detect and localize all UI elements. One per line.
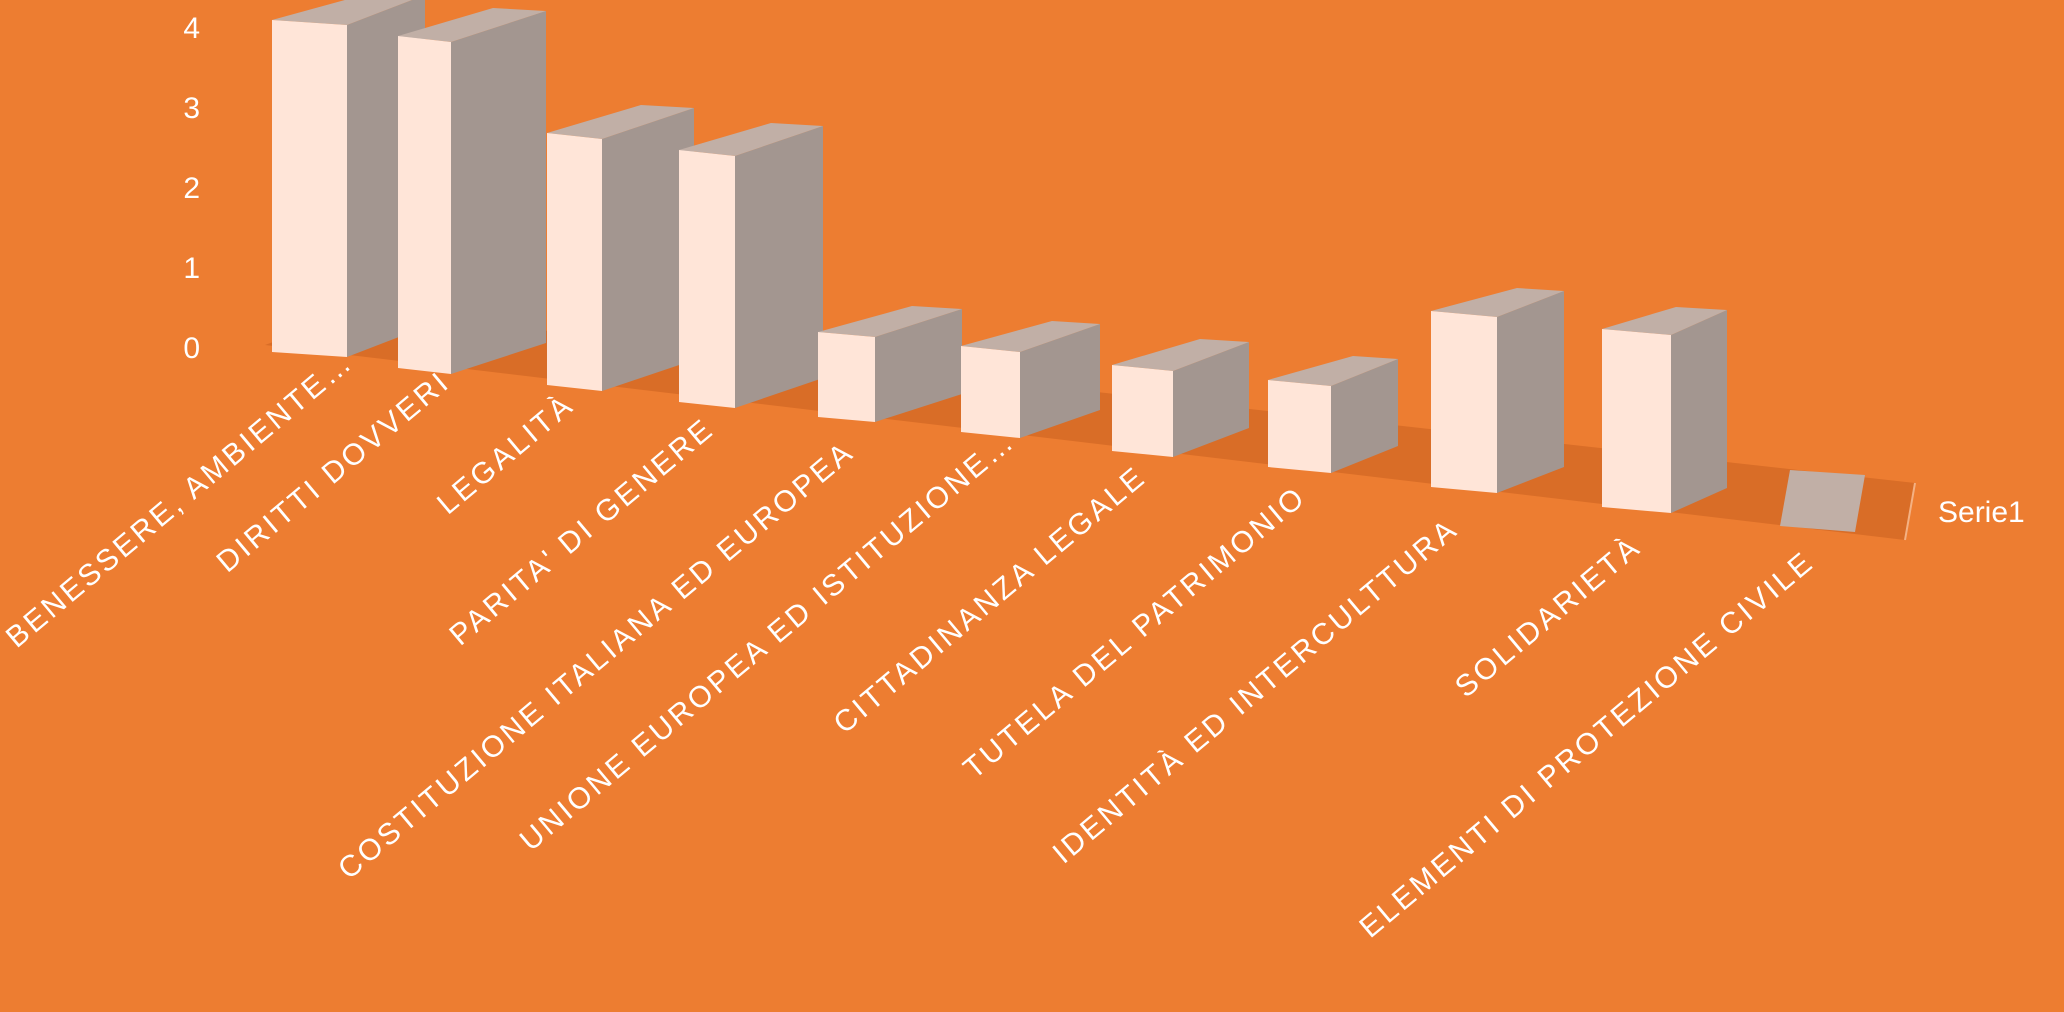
bar-side	[735, 126, 823, 408]
bar-side	[1671, 310, 1727, 513]
bar	[679, 123, 823, 408]
bar	[1431, 288, 1564, 493]
bar-side	[1331, 359, 1398, 473]
bar-top	[1431, 288, 1564, 317]
floor-edge	[1904, 482, 1916, 541]
bar-top	[1268, 356, 1398, 386]
bar-front	[961, 346, 1020, 438]
bar	[547, 105, 694, 391]
bar-top	[272, 0, 412, 25]
bar-side	[1020, 324, 1100, 438]
bar-side	[602, 108, 694, 391]
bar	[1112, 339, 1249, 457]
bar-zero	[1780, 470, 1865, 532]
bars	[272, 0, 1865, 532]
bar-top	[547, 105, 694, 139]
bar-side	[875, 309, 962, 422]
bar-front	[1431, 311, 1497, 493]
category-label: PARITA' DI GENERE	[443, 412, 720, 652]
bar-top	[818, 306, 962, 337]
y-tick-label: 3	[183, 92, 200, 125]
category-label: CITTADINANZA LEGALE	[828, 460, 1153, 740]
category-label: LEGALITÀ	[431, 388, 580, 521]
bar-front	[1602, 329, 1671, 513]
bar	[1780, 470, 1865, 532]
y-tick-label: 4	[183, 12, 200, 45]
category-label: SOLIDARIETÀ	[1449, 530, 1647, 704]
category-label: DIRITTI DOVVERI	[211, 365, 457, 579]
bar-top	[1112, 339, 1249, 371]
bar-front	[272, 20, 347, 357]
category-label: IDENTITÀ ED INTERCULTTURA	[1047, 512, 1465, 870]
bar-side	[451, 11, 546, 374]
bar-front	[818, 332, 875, 422]
bar-top	[1602, 307, 1727, 335]
bar-top	[398, 8, 546, 42]
bar-front	[398, 36, 451, 374]
bar-side	[1497, 291, 1564, 493]
bar	[1602, 307, 1727, 513]
bar-top	[679, 123, 823, 156]
bar-front	[1268, 380, 1331, 473]
bar-top	[961, 321, 1100, 352]
bar-front	[547, 133, 602, 391]
bar	[961, 321, 1100, 438]
bar	[398, 8, 546, 374]
bar-front	[679, 150, 735, 408]
bar-side	[1173, 342, 1249, 457]
legend-series-label: Serie1	[1938, 496, 2025, 529]
y-tick-label: 0	[183, 332, 200, 365]
category-label: TUTELA DEL PATRIMONIO	[957, 480, 1312, 785]
bar-front	[1112, 365, 1173, 457]
bar	[1268, 356, 1398, 473]
y-axis-ticks: 0 1 2 3 4	[183, 12, 200, 365]
y-tick-label: 1	[183, 252, 200, 285]
y-tick-label: 2	[183, 172, 200, 205]
bar	[818, 306, 962, 422]
